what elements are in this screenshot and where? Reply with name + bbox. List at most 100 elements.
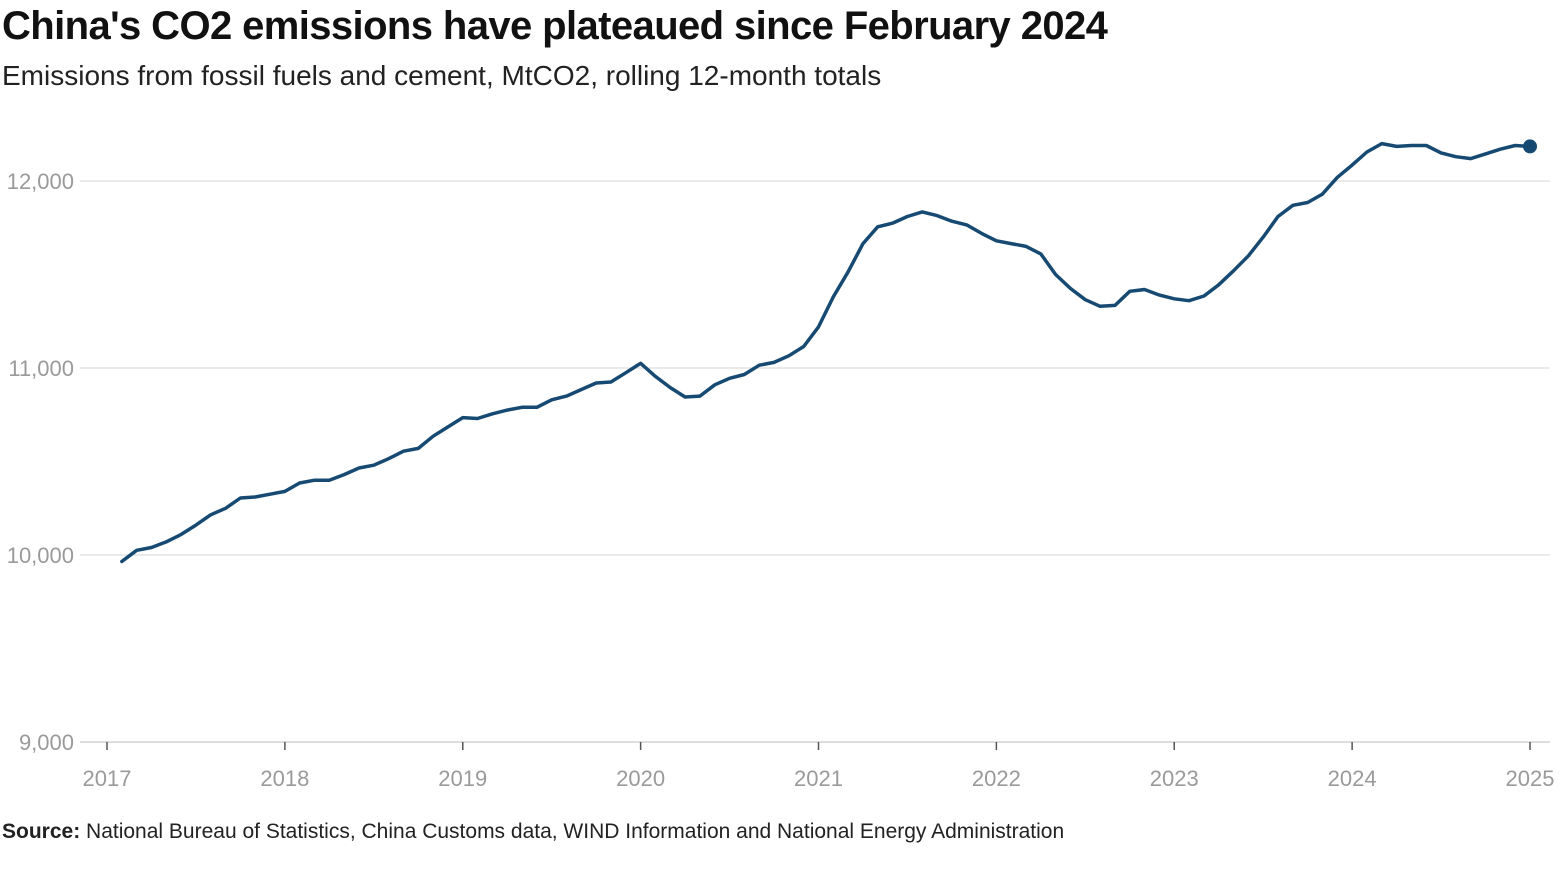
y-tick-label-11000: 11,000 [8, 356, 74, 381]
gridlines [80, 180, 1550, 556]
emissions-series-line [120, 141, 1532, 564]
data-point-73 [1202, 294, 1206, 298]
data-point-39 [698, 394, 702, 398]
data-point-37 [668, 386, 672, 390]
data-point-76 [1246, 254, 1250, 258]
latest-value-marker [1523, 139, 1537, 154]
data-point-66 [1098, 304, 1102, 308]
data-point-2 [150, 546, 154, 550]
x-tick-label-2019: 2019 [438, 766, 487, 791]
data-point-52 [891, 221, 895, 225]
data-point-16 [357, 466, 361, 470]
data-point-28 [535, 405, 539, 409]
data-point-79 [1291, 203, 1295, 207]
x-tick-label-2017: 2017 [83, 766, 132, 791]
data-point-88 [1424, 144, 1428, 148]
data-point-48 [831, 295, 835, 299]
data-point-31 [579, 388, 583, 392]
data-point-77 [1261, 235, 1265, 239]
data-point-1 [135, 548, 139, 552]
data-point-57 [965, 223, 969, 227]
data-point-87 [1409, 144, 1413, 148]
data-point-15 [342, 473, 346, 477]
y-axis-tick-labels: 9,000 10,000 11,000 12,000 [7, 169, 74, 755]
data-point-90 [1454, 155, 1458, 159]
data-point-8 [238, 496, 242, 500]
data-point-63 [1054, 273, 1058, 277]
data-point-86 [1395, 144, 1399, 148]
data-point-30 [565, 394, 569, 398]
data-point-72 [1187, 299, 1191, 303]
data-point-22 [446, 425, 450, 429]
data-point-27 [520, 405, 524, 409]
x-tick-label-2024: 2024 [1328, 766, 1377, 791]
data-point-64 [1069, 287, 1073, 291]
data-point-42 [742, 373, 746, 377]
x-tick-label-2025: 2025 [1506, 766, 1555, 791]
data-point-36 [653, 374, 657, 378]
data-point-70 [1158, 293, 1162, 297]
data-point-56 [950, 219, 954, 223]
data-point-54 [920, 210, 924, 214]
x-tick-label-2018: 2018 [260, 766, 309, 791]
data-point-40 [713, 383, 717, 387]
data-point-21 [431, 434, 435, 438]
data-point-23 [461, 416, 465, 420]
data-point-32 [594, 381, 598, 385]
data-point-83 [1350, 163, 1354, 167]
data-point-45 [787, 354, 791, 358]
data-point-6 [209, 513, 213, 517]
data-point-33 [609, 380, 613, 384]
data-point-44 [772, 360, 776, 364]
data-point-46 [802, 345, 806, 349]
data-point-93 [1498, 147, 1502, 151]
data-point-71 [1172, 297, 1176, 301]
data-point-9 [253, 495, 257, 499]
data-point-14 [327, 478, 331, 482]
data-point-5 [194, 523, 198, 527]
data-point-81 [1320, 192, 1324, 196]
x-axis-tick-labels: 2017 2018 2019 2020 2021 2022 2023 2024 2025 [83, 766, 1555, 791]
data-point-92 [1484, 152, 1488, 156]
x-tick-label-2022: 2022 [972, 766, 1021, 791]
data-point-43 [757, 363, 761, 367]
data-point-55 [935, 214, 939, 218]
data-point-4 [179, 532, 183, 536]
data-point-58 [980, 231, 984, 235]
data-point-69 [1143, 288, 1147, 292]
data-point-80 [1306, 201, 1310, 205]
data-point-78 [1276, 215, 1280, 219]
data-point-7 [224, 506, 228, 510]
data-point-85 [1380, 142, 1384, 146]
data-point-51 [876, 225, 880, 229]
data-point-17 [372, 463, 376, 467]
data-point-24 [476, 417, 480, 421]
data-point-47 [817, 325, 821, 329]
data-point-53 [905, 215, 909, 219]
data-point-25 [491, 412, 495, 416]
data-point-34 [624, 371, 628, 375]
data-point-49 [846, 270, 850, 274]
data-point-61 [1024, 244, 1028, 248]
chart-title: China's CO2 emissions have plateaued sin… [2, 4, 1108, 48]
data-point-10 [268, 492, 272, 496]
data-point-20 [416, 446, 420, 450]
y-tick-label-12000: 12,000 [7, 169, 74, 194]
data-point-62 [1039, 252, 1043, 256]
data-points [120, 142, 1532, 564]
data-point-68 [1128, 289, 1132, 293]
source-note: Source: National Bureau of Statistics, C… [2, 820, 1064, 844]
source-text: National Bureau of Statistics, China Cus… [86, 820, 1065, 843]
data-point-0 [120, 560, 124, 564]
chart-subtitle: Emissions from fossil fuels and cement, … [2, 60, 882, 91]
data-point-18 [387, 457, 391, 461]
data-point-65 [1083, 298, 1087, 302]
y-tick-label-10000: 10,000 [7, 543, 74, 568]
data-point-91 [1469, 157, 1473, 161]
x-tick-label-2020: 2020 [616, 766, 665, 791]
data-point-74 [1217, 283, 1221, 287]
data-point-94 [1513, 144, 1517, 148]
x-tick-label-2021: 2021 [794, 766, 843, 791]
data-point-82 [1335, 175, 1339, 179]
